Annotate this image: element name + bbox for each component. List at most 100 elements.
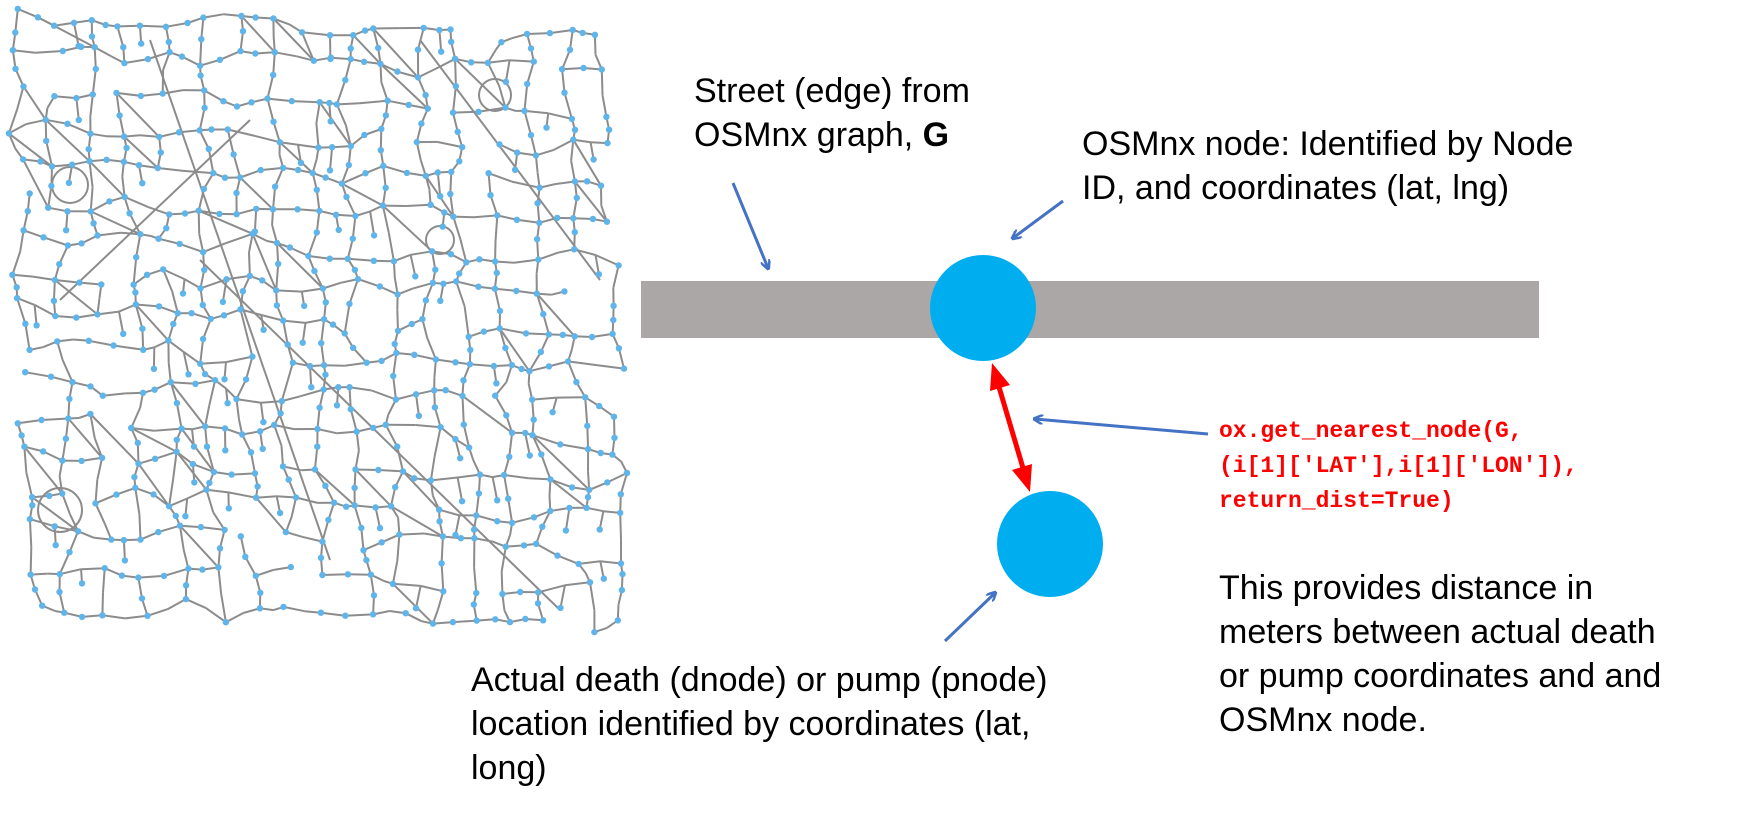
map-street-segment xyxy=(378,469,404,473)
map-street-segment xyxy=(475,493,480,516)
actual-location-label-line1: Actual death (dnode) or pump (pnode) xyxy=(471,661,1048,699)
map-street-segment xyxy=(554,180,576,186)
map-intersection-node xyxy=(199,566,206,573)
map-street-segment xyxy=(16,297,27,325)
map-intersection-node xyxy=(543,124,550,131)
map-intersection-node xyxy=(403,169,411,177)
map-street-segment xyxy=(557,554,579,565)
map-street-segment xyxy=(469,363,494,368)
map-intersection-node xyxy=(92,500,99,507)
map-street-segment xyxy=(195,379,216,385)
map-intersection-node xyxy=(609,330,616,338)
map-intersection-node xyxy=(216,545,224,552)
map-street-segment xyxy=(315,210,321,233)
map-street-segment xyxy=(526,61,535,85)
map-intersection-node xyxy=(582,394,589,401)
map-intersection-node xyxy=(539,523,546,530)
map-intersection-node xyxy=(436,26,443,34)
map-street-segment xyxy=(228,491,257,499)
map-street-segment xyxy=(594,254,600,275)
map-street-segment xyxy=(17,419,42,425)
map-intersection-node xyxy=(513,287,520,295)
map-intersection-node xyxy=(575,560,582,568)
map-street-segment xyxy=(432,621,453,625)
map-intersection-node xyxy=(252,14,259,21)
map-street-segment xyxy=(436,591,445,611)
map-street-segment xyxy=(488,172,513,183)
map-intersection-node xyxy=(394,291,401,298)
map-intersection-node xyxy=(485,170,492,177)
map-street-segment xyxy=(291,100,320,104)
nearest-node-code: ox.get_nearest_node(G, (i[1]['LAT'],i[1]… xyxy=(1219,414,1578,519)
map-intersection-node xyxy=(530,58,537,65)
map-intersection-node xyxy=(614,617,621,624)
map-intersection-node xyxy=(475,283,482,290)
map-intersection-node xyxy=(370,257,377,264)
map-street-segment xyxy=(523,110,532,136)
map-street-segment xyxy=(130,407,142,429)
map-intersection-node xyxy=(554,552,561,559)
map-intersection-node xyxy=(392,484,399,491)
map-intersection-node xyxy=(327,118,334,125)
map-intersection-node xyxy=(523,30,531,38)
map-intersection-node xyxy=(165,503,173,510)
map-street-segment xyxy=(226,129,235,155)
map-intersection-node xyxy=(225,505,232,512)
map-intersection-node xyxy=(285,476,292,483)
map-intersection-node xyxy=(343,503,350,510)
map-intersection-node xyxy=(435,506,443,513)
map-intersection-node xyxy=(333,402,341,409)
map-street-segment xyxy=(154,450,177,460)
map-intersection-node xyxy=(318,339,325,347)
map-street-segment xyxy=(320,611,346,617)
map-street-segment xyxy=(317,428,338,435)
map-intersection-node xyxy=(568,115,576,123)
map-intersection-node xyxy=(34,14,42,21)
map-street-segment xyxy=(344,361,367,367)
map-intersection-node xyxy=(408,320,415,328)
map-intersection-node xyxy=(511,166,519,173)
map-intersection-node xyxy=(314,425,321,433)
map-intersection-node xyxy=(108,536,115,543)
map-street-segment xyxy=(128,212,142,235)
map-intersection-node xyxy=(480,328,488,335)
map-street-segment xyxy=(61,359,74,383)
map-street-segment xyxy=(308,255,330,260)
map-intersection-node xyxy=(370,25,377,32)
map-intersection-node xyxy=(201,370,209,378)
map-street-segment xyxy=(463,306,470,337)
map-street-segment xyxy=(417,77,427,96)
map-street-segment xyxy=(297,143,319,149)
map-street-segment xyxy=(436,172,442,197)
map-street-segment xyxy=(399,532,425,536)
map-intersection-node xyxy=(343,193,350,201)
map-intersection-node xyxy=(137,536,144,543)
map-intersection-node xyxy=(228,471,235,478)
map-street-segment xyxy=(415,394,420,416)
map-intersection-node xyxy=(28,494,36,501)
map-intersection-node xyxy=(375,466,382,474)
map-intersection-node xyxy=(143,271,151,278)
map-intersection-node xyxy=(330,499,338,506)
map-street-segment xyxy=(244,556,257,577)
map-intersection-node xyxy=(513,216,521,223)
street-edge-label: Street (edge) from OSMnx graph, G xyxy=(694,69,970,157)
map-intersection-node xyxy=(289,359,297,366)
map-intersection-node xyxy=(345,161,352,169)
map-street-segment xyxy=(408,103,428,110)
map-intersection-node xyxy=(326,99,333,107)
map-street-segment xyxy=(236,398,262,404)
map-intersection-node xyxy=(394,68,401,75)
map-intersection-node xyxy=(456,270,463,277)
map-intersection-node xyxy=(372,504,379,511)
map-intersection-node xyxy=(99,612,106,619)
map-street-segment xyxy=(217,567,223,594)
map-intersection-node xyxy=(399,468,407,475)
map-intersection-node xyxy=(256,428,264,435)
map-intersection-node xyxy=(596,526,603,533)
map-intersection-node xyxy=(271,421,278,429)
map-intersection-node xyxy=(402,610,409,617)
map-intersection-node xyxy=(91,44,98,51)
map-intersection-node xyxy=(236,174,244,181)
map-street-segment xyxy=(354,504,376,509)
